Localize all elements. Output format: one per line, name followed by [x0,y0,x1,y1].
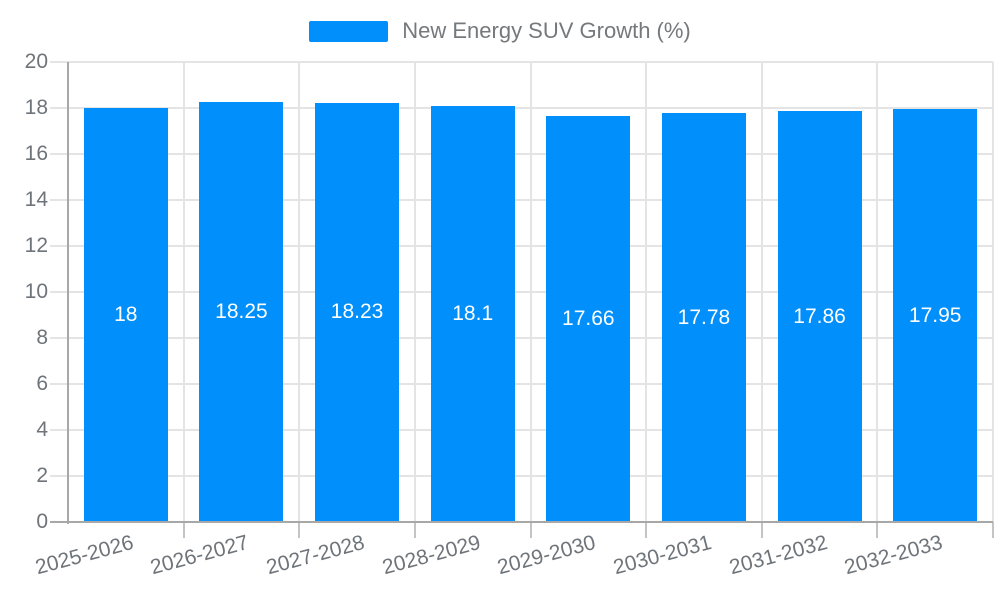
legend-label: New Energy SUV Growth (%) [402,18,691,43]
bar-value-label: 18 [114,303,138,326]
chart-legend: New Energy SUV Growth (%) [0,18,1000,44]
bar[interactable]: 18 [83,108,168,522]
bar[interactable]: 18.25 [199,102,284,522]
bar[interactable]: 18.23 [315,102,400,522]
bar[interactable]: 17.95 [893,109,978,522]
gridline-horizontal [50,107,993,109]
gridline-horizontal [50,153,993,155]
bar-value-label: 18.25 [215,300,268,324]
gridline-vertical [182,62,185,522]
y-axis-label: 20 [24,50,48,73]
x-axis-tick [876,522,879,538]
x-axis-tick [645,522,648,538]
gridline-horizontal [50,61,993,63]
gridline-vertical [645,62,648,522]
gridline-vertical [298,62,301,522]
gridline-horizontal [50,475,993,477]
y-axis-label: 6 [36,372,48,395]
x-axis-tick [182,522,185,538]
y-axis-label: 14 [24,188,48,211]
x-axis-tick [760,522,763,538]
gridline-horizontal [50,337,993,339]
y-axis-label: 4 [36,418,48,441]
y-axis-label: 12 [24,234,48,257]
gridline-horizontal [50,429,993,431]
gridline-vertical [413,62,416,522]
gridline-vertical [992,62,994,522]
x-axis-line [50,521,993,523]
gridline-horizontal [50,291,993,293]
gridline-horizontal [50,383,993,385]
gridline-vertical [760,62,763,522]
x-axis-tick [298,522,301,538]
bar[interactable]: 17.86 [777,111,862,522]
bar-value-label: 17.78 [677,305,731,329]
legend-item-new-energy-suv-growth[interactable]: New Energy SUV Growth (%) [309,18,691,44]
bar-value-label: 18.1 [452,301,494,325]
y-axis-label: 18 [24,96,48,119]
bar-value-label: 17.95 [908,303,962,327]
y-axis-label: 8 [36,326,48,349]
y-axis-label: 0 [36,510,48,533]
legend-swatch [309,20,389,42]
x-axis-tick [529,522,532,538]
x-axis-tick [413,522,416,538]
y-axis-line [67,62,69,524]
bar[interactable]: 18.1 [430,105,515,522]
gridline-vertical [876,62,879,522]
gridline-horizontal [50,245,993,247]
bar-value-label: 17.66 [562,306,615,330]
bar-value-label: 18.23 [330,300,384,324]
y-axis-label: 16 [24,142,48,165]
x-axis-tick [992,522,994,538]
gridline-vertical [529,62,532,522]
y-axis-label: 10 [24,280,48,303]
bar-value-label: 17.86 [793,304,846,328]
bar[interactable]: 17.66 [546,115,631,522]
y-axis-label: 2 [36,464,48,487]
gridline-horizontal [50,199,993,201]
bar[interactable]: 17.78 [661,113,746,522]
